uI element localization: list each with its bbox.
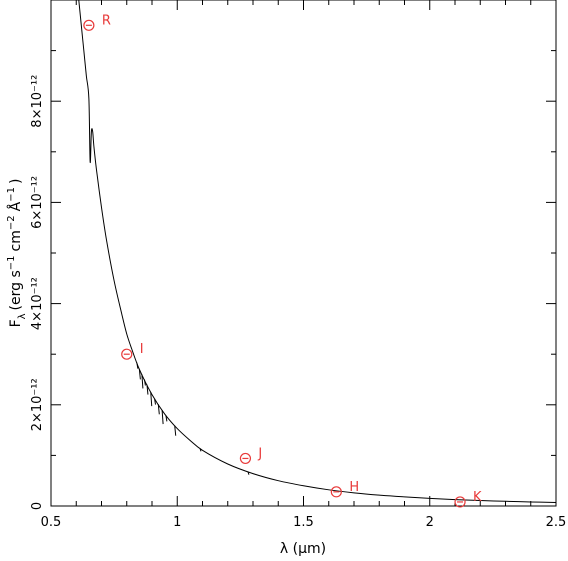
y-tick-label: 0 [30, 502, 45, 510]
absorption-line [165, 415, 168, 422]
absorption-line [138, 369, 141, 380]
tick-marks [50, 0, 557, 507]
y-tick-label: 6×10⁻¹² [30, 176, 45, 229]
photometry-marker [454, 496, 466, 508]
absorption-line [161, 410, 164, 425]
ylabel-open: (erg s [8, 270, 24, 310]
y-tick-label: 2×10⁻¹² [30, 378, 45, 431]
absorption-features [136, 362, 250, 475]
photometry-label: J [257, 446, 262, 461]
photometry-label: I [140, 342, 144, 357]
photometry-marker [330, 486, 342, 498]
x-tick-label: 0.5 [41, 515, 62, 530]
ylabel-exp2: −2 [6, 215, 17, 230]
y-axis-title: Fλ(erg s−1cm−2Å−1) [6, 179, 28, 328]
photometry-label: K [473, 490, 482, 505]
absorption-line [247, 471, 250, 475]
photometry-marker [83, 19, 95, 31]
absorption-line [199, 448, 202, 452]
absorption-line [174, 425, 177, 436]
absorption-line [154, 398, 157, 405]
absorption-line [141, 374, 144, 389]
svg-text:Fλ(erg s−1cm−2Å−1): Fλ(erg s−1cm−2Å−1) [6, 179, 28, 328]
absorption-line [146, 384, 149, 395]
y-tick-labels: 0 2×10⁻¹² 4×10⁻¹² 6×10⁻¹² 8×10⁻¹² [30, 75, 45, 510]
ylabel-exp3: −1 [6, 187, 17, 202]
absorption-line [136, 362, 139, 369]
x-tick-label: 1.5 [293, 515, 314, 530]
x-tick-label: 2.5 [546, 515, 567, 530]
absorption-line [157, 404, 160, 415]
ylabel-angstrom: Å [7, 201, 24, 211]
y-tick-label: 8×10⁻¹² [30, 75, 45, 128]
photometry-points: R I J H K [83, 13, 482, 508]
ylabel-lambda: λ [17, 313, 28, 319]
photometry-label: R [102, 13, 111, 28]
spectrum-line [78, 0, 557, 503]
absorption-line [143, 379, 146, 386]
photometry-marker [239, 452, 252, 465]
photometry-marker [121, 348, 133, 360]
ylabel-exp1: −1 [6, 255, 17, 270]
x-axis-title: λ (μm) [280, 541, 326, 557]
ylabel-cm: cm [8, 230, 24, 251]
photometry-label: H [349, 480, 359, 495]
x-tick-label: 1 [173, 515, 181, 530]
absorption-line [150, 392, 153, 407]
y-tick-label: 4×10⁻¹² [30, 277, 45, 330]
plot-frame [50, 0, 557, 507]
x-tick-labels: 0.5 1 1.5 2 2.5 [41, 515, 567, 530]
ylabel-f: F [8, 319, 24, 327]
x-tick-label: 2 [426, 515, 434, 530]
ylabel-close: ) [8, 179, 24, 184]
